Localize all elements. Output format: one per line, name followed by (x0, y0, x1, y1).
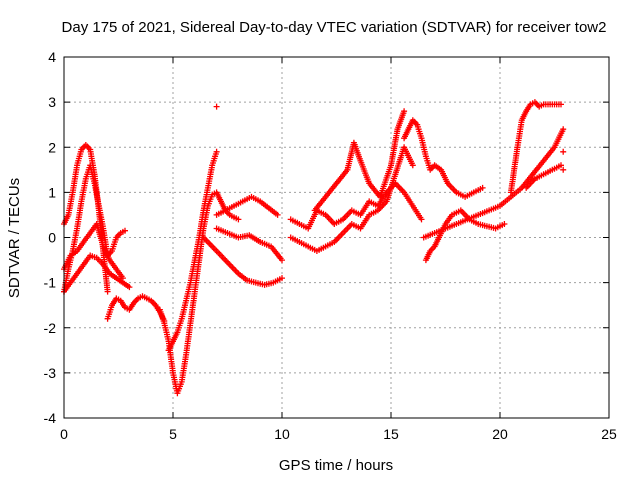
series-track-l (287, 144, 416, 254)
data-points (61, 99, 567, 397)
data-point (213, 103, 220, 110)
y-tick-label: -3 (44, 365, 57, 381)
grid-lines (64, 57, 609, 418)
series-track-c (61, 221, 126, 282)
series-track-d (61, 252, 133, 295)
series-outliers (213, 103, 567, 173)
y-tick-label: 3 (48, 94, 56, 110)
y-tick-label: 2 (48, 139, 56, 155)
data-point (213, 148, 220, 155)
x-tick-label: 25 (601, 426, 617, 442)
data-point (126, 284, 133, 291)
y-tick-label: 0 (48, 230, 56, 246)
x-tick-label: 15 (383, 426, 399, 442)
chart-title: Day 175 of 2021, Sidereal Day-to-day VTE… (62, 19, 607, 36)
x-tick-label: 20 (492, 426, 508, 442)
data-point (401, 108, 408, 115)
series-track-i (213, 193, 281, 218)
data-point (560, 148, 567, 155)
y-axis-label: SDTVAR / TECUs (6, 178, 23, 298)
data-point (274, 211, 281, 218)
data-point (501, 221, 508, 227)
data-point (418, 216, 425, 223)
x-tick-label: 10 (274, 426, 290, 442)
data-point (122, 227, 128, 234)
data-point (558, 101, 564, 108)
series-track-n (401, 117, 486, 200)
y-tick-label: 1 (48, 184, 56, 200)
data-point (479, 184, 486, 191)
series-track-q (507, 99, 564, 196)
series-track-p (420, 126, 567, 241)
data-point (558, 162, 564, 169)
x-tick-label: 5 (169, 426, 177, 442)
data-point (560, 126, 567, 133)
data-point (409, 162, 416, 169)
data-point (104, 288, 111, 295)
series-track-b (61, 162, 128, 295)
y-tick-label: -4 (44, 410, 57, 426)
y-tick-label: 4 (48, 49, 56, 65)
data-point (235, 216, 242, 223)
x-tick-label: 0 (60, 426, 68, 442)
data-point (279, 257, 285, 264)
series-track-m (311, 108, 408, 214)
series-track-e (104, 293, 168, 324)
data-point (560, 166, 567, 173)
series-track-g (165, 148, 220, 354)
y-tick-label: -2 (44, 320, 57, 336)
series-track-h (200, 234, 285, 288)
y-tick-label: -1 (44, 275, 57, 291)
data-point (279, 275, 285, 282)
x-axis-label: GPS time / hours (279, 457, 393, 474)
series-track-r (523, 162, 564, 191)
plot-frame (63, 56, 610, 419)
series-track-j (213, 225, 285, 264)
